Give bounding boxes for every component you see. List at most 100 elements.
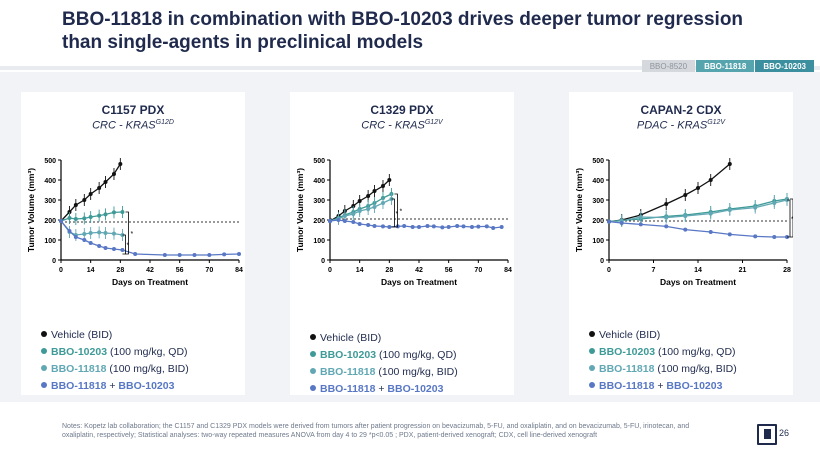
x-tick-label: 0: [328, 267, 332, 274]
x-tick-label: 0: [59, 267, 63, 274]
data-point-combo: [772, 235, 777, 239]
data-point-vehicle: [696, 186, 700, 190]
data-point-combo: [59, 219, 63, 223]
x-axis-label: Days on Treatment: [660, 277, 736, 287]
y-tick-label: 0: [321, 258, 325, 265]
x-tick-label: 14: [87, 267, 95, 274]
data-point-bbo11818: [88, 231, 93, 235]
x-tick-label: 28: [116, 267, 124, 274]
y-tick-label: 0: [52, 258, 56, 265]
data-point-combo: [683, 227, 688, 232]
legend: Vehicle (BID) BBO-10203 (100 mg/kg, QD) …: [589, 327, 737, 395]
data-point-bbo10203: [82, 216, 87, 221]
x-tick-label: 14: [356, 267, 364, 274]
x-tick-label: 56: [445, 267, 453, 274]
legend-vehicle: Vehicle (BID): [310, 330, 458, 347]
data-point-combo: [461, 224, 466, 229]
data-point-combo: [82, 238, 87, 242]
chart-c1329: 0 100 200 300 400 500 0 14 28 42 56 70 84 Days on Tre…: [295, 158, 512, 287]
significance-star: *: [395, 211, 398, 218]
data-point-vehicle: [357, 199, 362, 203]
data-point-vehicle: [118, 162, 123, 166]
x-tick-label: 84: [504, 267, 512, 274]
y-tick-label: 300: [592, 198, 604, 205]
data-point-bbo10203: [73, 217, 78, 221]
significance-bracket: [787, 199, 791, 238]
x-tick-label: 0: [607, 267, 611, 274]
panel-capan2: CAPAN-2 CDX PDAC - KRASG12V 0 100 200 300 40…: [569, 92, 793, 395]
significance-bracket: [125, 211, 129, 255]
data-point-combo: [67, 229, 72, 233]
data-point-vehicle: [88, 192, 93, 196]
y-tick-label: 300: [44, 198, 56, 205]
panel-title: CAPAN-2 CDX: [640, 103, 722, 117]
data-point-combo: [222, 252, 227, 257]
data-point-combo: [103, 246, 108, 250]
slide-title: BBO-11818 in combination with BBO-10203 …: [62, 9, 744, 53]
y-tick-label: 400: [592, 178, 604, 185]
x-tick-label: 56: [176, 267, 184, 274]
data-point-combo: [133, 252, 138, 256]
legend-bbo10203: BBO-10203 (100 mg/kg, QD): [310, 347, 458, 364]
x-tick-label: 70: [474, 267, 482, 274]
data-point-combo: [372, 224, 377, 228]
footnotes: Notes: Kopetz lab collaboration; the C11…: [62, 423, 690, 439]
data-point-combo: [417, 225, 421, 229]
chart-c1157: 0 100 200 300 400 500 0 14 28 42 56 70 84 Days on Tre…: [26, 158, 243, 287]
data-point-combo: [88, 241, 93, 245]
series-line-combo: [608, 220, 787, 238]
data-point-bbo11818: [372, 205, 377, 209]
tab-bbo-10203[interactable]: BBO-10203: [755, 60, 814, 74]
page-number: 26: [779, 428, 790, 438]
x-tick-label: 28: [385, 267, 393, 274]
data-point-combo: [97, 244, 102, 248]
significance-star: *: [130, 231, 133, 238]
data-point-bbo10203: [120, 210, 125, 214]
y-tick-label: 0: [600, 258, 604, 265]
data-point-vehicle: [97, 186, 102, 190]
data-point-combo: [387, 225, 392, 229]
data-point-bbo10203: [111, 210, 116, 215]
x-tick-label: 70: [205, 267, 213, 274]
data-point-combo: [619, 221, 624, 225]
data-point-bbo11818: [638, 215, 643, 219]
y-tick-label: 400: [313, 178, 325, 185]
series-line-combo: [329, 219, 502, 229]
data-point-bbo11818: [727, 208, 732, 212]
data-point-bbo10203: [103, 212, 108, 217]
data-point-vehicle: [708, 178, 713, 182]
data-point-bbo11818: [664, 215, 669, 220]
series-line-vehicle: [608, 163, 731, 223]
data-point-vehicle: [111, 172, 116, 176]
x-tick-label: 7: [652, 267, 656, 274]
data-point-bbo11818: [82, 232, 87, 236]
company-logo-icon: [757, 424, 777, 445]
legend-bbo10203: BBO-10203 (100 mg/kg, QD): [589, 344, 737, 361]
data-point-combo: [402, 224, 407, 228]
data-point-vehicle: [380, 184, 385, 188]
data-point-combo: [476, 224, 481, 229]
x-tick-label: 84: [235, 267, 243, 274]
y-axis-label: Tumor Volume (mm³): [26, 168, 36, 252]
data-point-bbo11818: [380, 201, 385, 205]
data-point-combo: [162, 253, 167, 257]
panel-c1157: C1157 PDX CRC - KRASG12D 0 100 200 300 400 50…: [21, 92, 245, 395]
tab-bbo-11818[interactable]: BBO-11818: [696, 60, 755, 74]
data-point-bbo10203: [67, 216, 72, 220]
x-axis-label: Days on Treatment: [381, 277, 457, 287]
y-tick-label: 100: [44, 238, 56, 245]
y-tick-label: 300: [313, 198, 325, 205]
data-point-bbo11818: [103, 231, 108, 235]
x-tick-label: 42: [415, 267, 423, 274]
panel-subtitle: CRC - KRASG12V: [361, 119, 443, 132]
chart-capan2: 0 100 200 300 400 500 0 7 14 21 28 Days on Treatmen…: [574, 158, 793, 287]
data-point-bbo11818: [97, 230, 102, 235]
data-point-combo: [708, 230, 713, 234]
data-point-bbo11818: [111, 231, 116, 236]
data-point-combo: [328, 219, 332, 223]
series-line-combo: [60, 220, 240, 256]
data-point-vehicle: [387, 178, 392, 182]
tab-bbo-8520[interactable]: BBO-8520: [641, 60, 696, 74]
data-point-combo: [237, 252, 241, 256]
data-point-combo: [366, 223, 371, 227]
